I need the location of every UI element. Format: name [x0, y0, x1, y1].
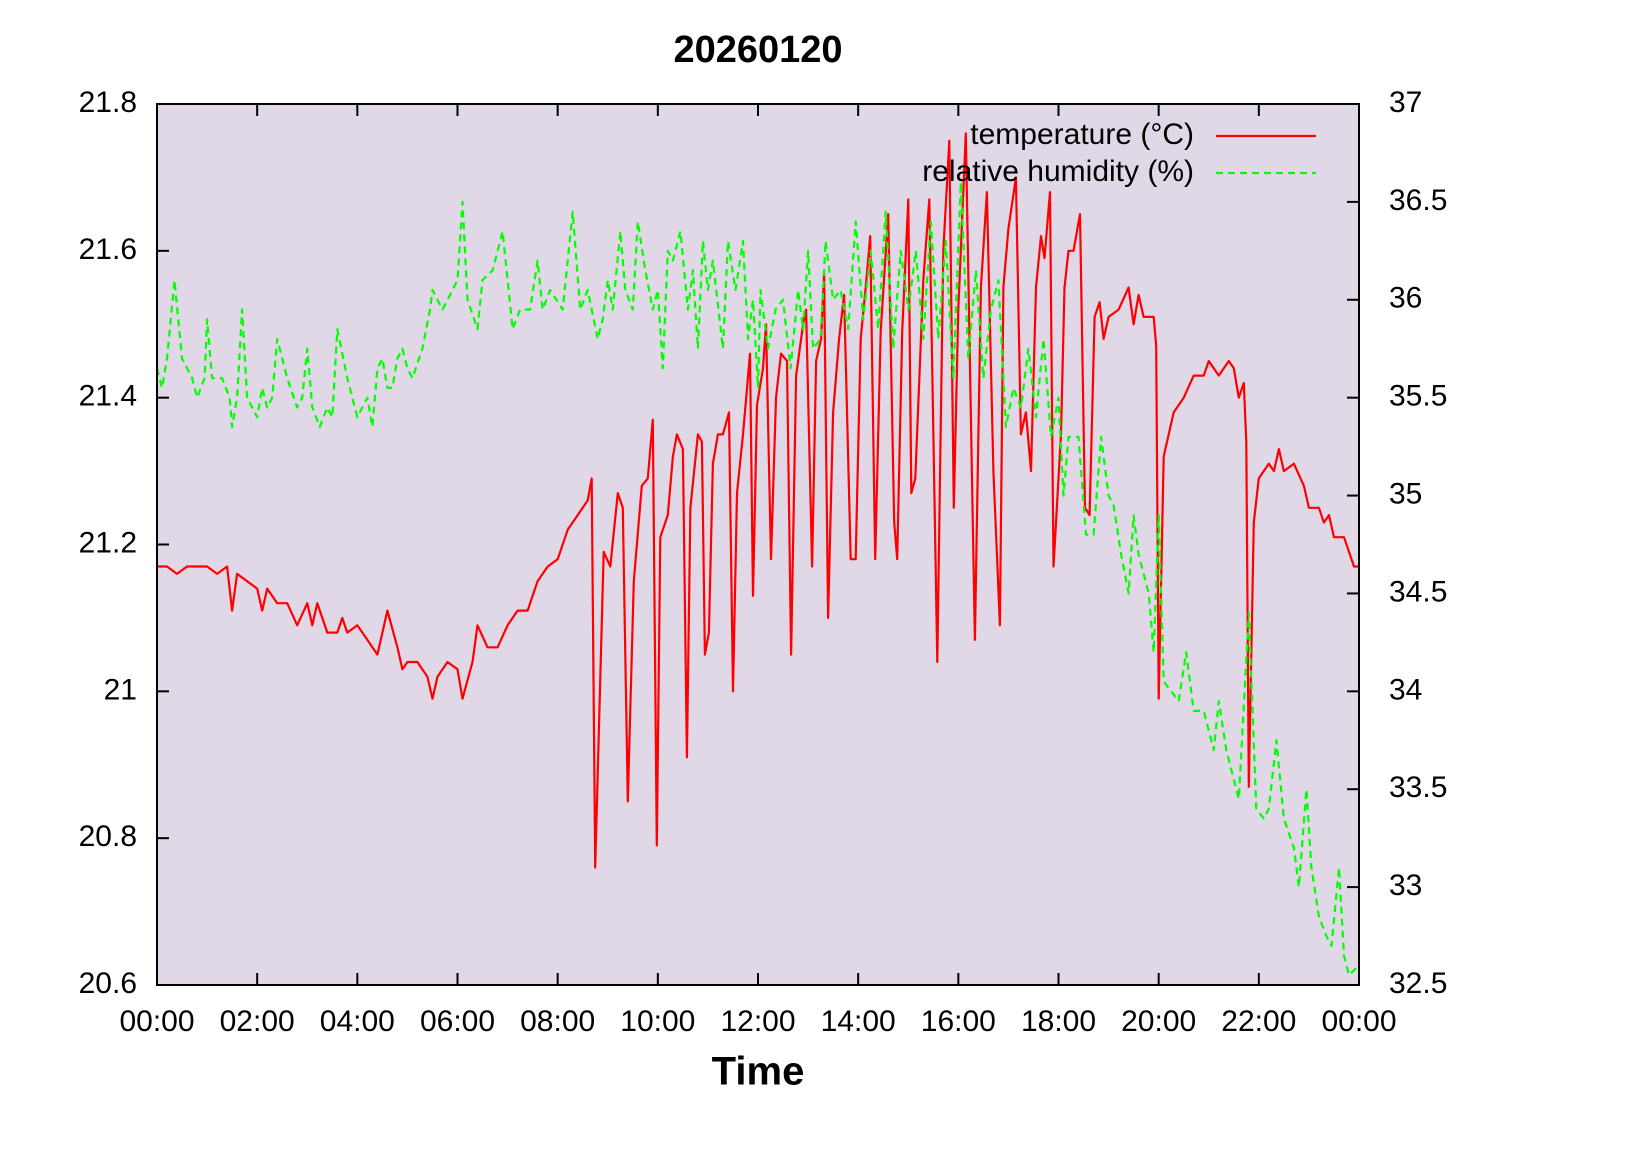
x-tick-label: 16:00	[921, 1005, 996, 1038]
legend-label: temperature (°C)	[970, 118, 1194, 151]
y-tick-label: 21.2	[79, 526, 137, 559]
y2-tick-label: 35.5	[1389, 380, 1447, 413]
x-tick-label: 22:00	[1221, 1005, 1296, 1038]
plot-background	[157, 104, 1359, 985]
y2-tick-label: 36.5	[1389, 184, 1447, 217]
y-tick-label: 21	[104, 673, 137, 706]
y2-tick-label: 32.5	[1389, 967, 1447, 1000]
data-line	[157, 132, 1359, 869]
y2-tick-label: 33	[1389, 869, 1422, 902]
x-tick-label: 12:00	[720, 1005, 795, 1038]
plot-frame	[156, 103, 1360, 986]
x-tick-label: 00:00	[1321, 1005, 1396, 1038]
x-tick-label: 18:00	[1021, 1005, 1096, 1038]
y2-tick-label: 36	[1389, 282, 1422, 315]
y2-tick-label: 37	[1389, 86, 1422, 119]
x-tick-label: 04:00	[320, 1005, 395, 1038]
chart-title: 20260120	[673, 29, 842, 71]
y2-tick-label: 35	[1389, 477, 1422, 510]
x-tick-label: 08:00	[520, 1005, 595, 1038]
y-tick-label: 21.8	[79, 86, 137, 119]
y2-tick-label: 33.5	[1389, 771, 1447, 804]
x-tick-label: 00:00	[119, 1005, 194, 1038]
data-line	[155, 181, 1360, 977]
y-tick-label: 21.6	[79, 233, 137, 266]
x-tick-label: 14:00	[821, 1005, 896, 1038]
x-tick-label: 10:00	[620, 1005, 695, 1038]
legend-label: relative humidity (%)	[922, 155, 1194, 188]
x-tick-label: 20:00	[1121, 1005, 1196, 1038]
y-tick-label: 21.4	[79, 380, 137, 413]
y2-tick-label: 34.5	[1389, 575, 1447, 608]
y-tick-label: 20.8	[79, 820, 137, 853]
x-tick-label: 06:00	[420, 1005, 495, 1038]
x-axis-label: Time	[712, 1050, 805, 1094]
x-tick-label: 02:00	[220, 1005, 295, 1038]
y-tick-label: 20.6	[79, 967, 137, 1000]
y2-tick-label: 34	[1389, 673, 1422, 706]
